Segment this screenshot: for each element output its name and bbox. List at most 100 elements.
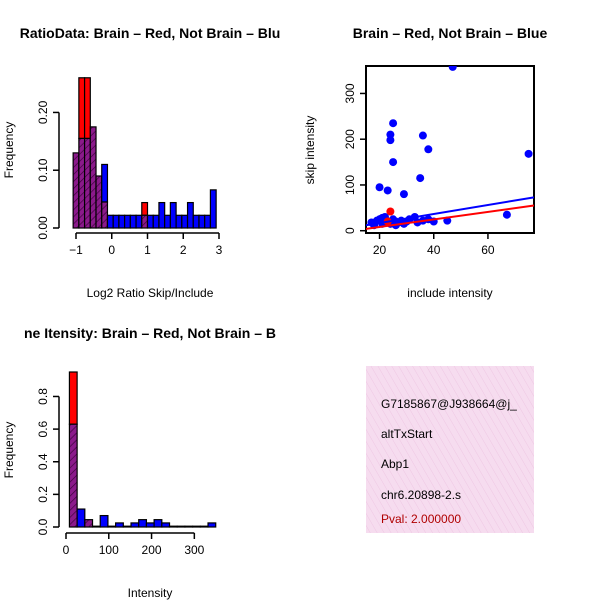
p3-y-tick-label-3: 0.6 xyxy=(36,420,50,437)
info-box: G7185867@J938664@j_ altTxStart Abp1 chr6… xyxy=(366,366,534,533)
p1-bar-top-11 xyxy=(135,214,143,229)
p3-bar-overlap-0 xyxy=(68,423,78,528)
intensity-histogram-xlabel: Intensity xyxy=(128,586,173,600)
p3-y-tick-label-4: 0.8 xyxy=(36,388,50,405)
scatter-xlabel: include intensity xyxy=(407,286,492,300)
ratio-histogram-xlabel: Log2 Ratio Skip/Include xyxy=(87,286,214,300)
info-box-background xyxy=(366,366,534,533)
scatter-axes: 20 40 60 0 100 200 300 xyxy=(343,83,495,257)
p1-bar-top-1 xyxy=(78,77,86,140)
p1-bar-overlap-0 xyxy=(72,152,80,229)
info-event-id: G7185867@J938664@j_ xyxy=(381,397,517,411)
p1-bar-top-2 xyxy=(83,77,91,140)
scatter-point-brain-0 xyxy=(386,207,395,216)
p3-y-tick-label-1: 0.2 xyxy=(36,486,50,503)
p3-bar-top-11 xyxy=(153,519,163,528)
p1-y-tick-label-2: 0.20 xyxy=(36,100,50,124)
intensity-histogram-title: ne Itensity: Brain – Red, Not Brain – B xyxy=(24,325,276,341)
p1-x-tick-label-2: 1 xyxy=(144,243,151,257)
p3-bar-top-10 xyxy=(145,522,155,528)
p1-bar-top-22 xyxy=(198,214,206,229)
p1-bar-overlap-5 xyxy=(101,201,109,229)
ratio-histogram-axes: −1 0 1 2 3 0.00 0.10 0.20 xyxy=(36,100,223,257)
info-event-type: altTxStart xyxy=(381,427,433,441)
ratio-histogram-title: RatioData: Brain – Red, Not Brain – Blu xyxy=(20,25,281,41)
p1-x-tick-label-4: 3 xyxy=(216,243,223,257)
p1-bar-top-21 xyxy=(192,214,200,229)
p1-bar-top-14 xyxy=(152,214,160,229)
p3-bar-top-8 xyxy=(130,522,140,528)
scatter-fit-line-not-brain xyxy=(366,196,534,227)
p3-x-tick-label-3: 300 xyxy=(184,543,204,557)
scatter-x-tick-label-0: 20 xyxy=(373,243,387,257)
scatter-point-not-brain-11 xyxy=(399,190,408,199)
info-pval: Pval: 2.000000 xyxy=(381,512,461,526)
scatter-point-not-brain-32 xyxy=(502,210,511,219)
scatter-point-not-brain-1 xyxy=(389,119,398,128)
scatter-point-not-brain-2 xyxy=(386,130,395,139)
p3-x-tick-label-0: 0 xyxy=(63,543,70,557)
p1-bar-top-18 xyxy=(175,214,183,229)
p1-bar-top-13 xyxy=(146,214,154,229)
p1-bar-top-19 xyxy=(181,214,189,229)
scatter-point-not-brain-5 xyxy=(424,145,433,154)
p1-bar-top-12 xyxy=(141,201,149,216)
p3-x-tick-label-1: 100 xyxy=(99,543,119,557)
p1-y-tick-label-1: 0.10 xyxy=(36,158,50,182)
p1-bar-top-15 xyxy=(158,201,166,229)
scatter-point-not-brain-8 xyxy=(416,174,425,183)
scatter-point-not-brain-9 xyxy=(375,183,384,192)
ratio-histogram-bars xyxy=(72,77,217,229)
p3-x-tick-label-2: 200 xyxy=(142,543,162,557)
scatter-ylabel: skip intensity xyxy=(303,116,317,185)
p1-bar-top-8 xyxy=(118,214,126,229)
p3-bar-top-6 xyxy=(115,522,124,528)
ratio-histogram-ylabel: Frequency xyxy=(2,122,16,179)
p1-bar-overlap-4 xyxy=(95,175,103,229)
scatter-point-not-brain-3 xyxy=(386,136,395,145)
scatter-point-not-brain-0 xyxy=(448,66,457,71)
p1-bar-top-23 xyxy=(204,214,212,229)
scatter-y-tick-label-3: 300 xyxy=(343,83,357,103)
p3-bar-top-7 xyxy=(122,525,132,528)
scatter-points xyxy=(366,66,534,230)
p3-bar-top-3 xyxy=(91,525,101,528)
p1-bar-top-20 xyxy=(186,201,194,229)
scatter-y-tick-label-1: 100 xyxy=(343,175,357,195)
p3-bar-top-4 xyxy=(99,514,109,528)
p3-bar-top-5 xyxy=(107,525,117,528)
p3-bar-top-14 xyxy=(176,525,186,528)
p1-bar-top-6 xyxy=(106,214,114,229)
scatter-y-tick-label-0: 0 xyxy=(343,227,357,234)
p1-bar-top-17 xyxy=(169,201,177,229)
p3-y-tick-label-2: 0.4 xyxy=(36,453,50,470)
scatter-fit-line-brain xyxy=(366,204,534,230)
intensity-scatter-panel: Brain – Red, Not Brain – Blue 20 40 60 0 100… xyxy=(303,25,547,300)
intensity-histogram-panel: ne Itensity: Brain – Red, Not Brain – B … xyxy=(2,325,276,600)
scatter-title: Brain – Red, Not Brain – Blue xyxy=(353,25,548,41)
p3-bar-top-17 xyxy=(199,525,209,528)
scatter-point-not-brain-6 xyxy=(389,158,398,167)
scatter-point-not-brain-7 xyxy=(524,149,533,158)
p1-bar-overlap-2 xyxy=(83,137,91,229)
p1-y-tick-label-0: 0.00 xyxy=(36,216,50,240)
p3-bar-top-16 xyxy=(192,525,201,528)
p3-bar-top-9 xyxy=(138,519,148,528)
info-location: chr6.20898-2.s xyxy=(381,488,461,502)
p3-bar-top-18 xyxy=(207,522,217,528)
p1-bar-overlap-12 xyxy=(141,214,149,229)
scatter-x-tick-label-1: 40 xyxy=(427,243,441,257)
scatter-point-not-brain-10 xyxy=(383,186,392,195)
p3-bar-top-15 xyxy=(184,525,194,528)
p1-x-tick-label-1: 0 xyxy=(108,243,115,257)
intensity-histogram-bars xyxy=(68,371,217,528)
scatter-y-tick-label-2: 200 xyxy=(343,129,357,149)
p3-bar-top-1 xyxy=(76,508,86,528)
scatter-point-not-brain-4 xyxy=(418,131,427,140)
p1-x-tick-label-0: −1 xyxy=(69,243,83,257)
p3-bar-top-0 xyxy=(68,371,78,425)
p1-x-tick-label-3: 2 xyxy=(180,243,187,257)
intensity-histogram-axes: 0 100 200 300 0.0 0.2 0.4 0.6 0.8 xyxy=(36,388,205,557)
scatter-x-tick-label-2: 60 xyxy=(481,243,495,257)
